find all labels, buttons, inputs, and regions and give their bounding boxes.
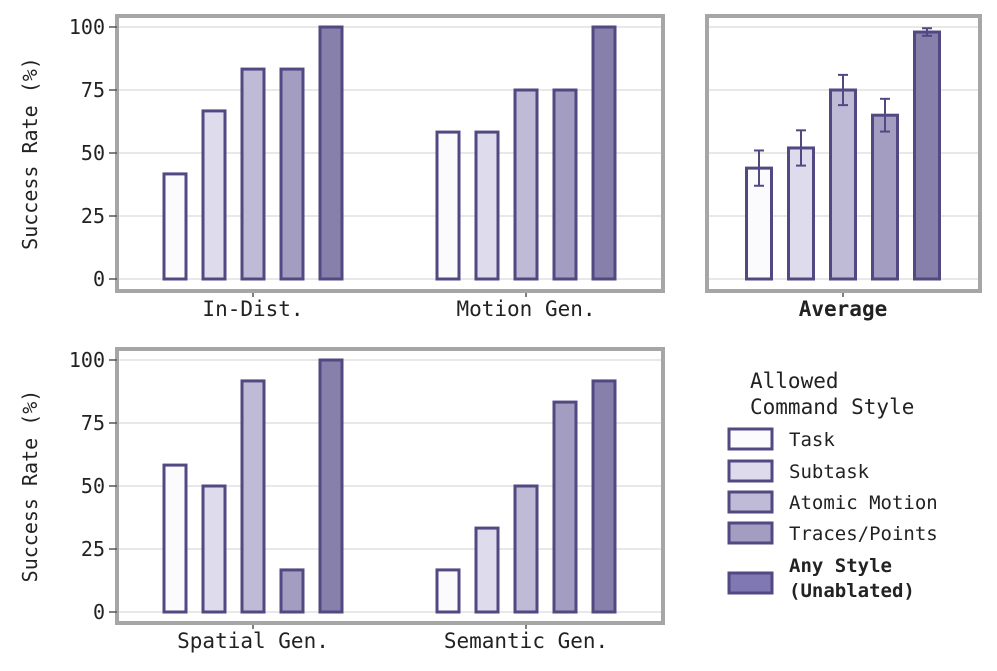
legend-swatch-any-style bbox=[727, 571, 774, 595]
bar-spatial-gen-task bbox=[162, 463, 188, 614]
ytick-label-top-left-25: 25 bbox=[81, 204, 105, 228]
legend-swatch-task bbox=[727, 427, 774, 451]
ytick-label-bottom-50: 50 bbox=[81, 474, 105, 498]
ytick-label-bottom-25: 25 bbox=[81, 537, 105, 561]
bar-motion-gen-task bbox=[435, 130, 461, 281]
y-axis-label-top-left: Success Rate (%) bbox=[18, 57, 42, 250]
bar-average-traces-points bbox=[871, 113, 899, 281]
bar-spatial-gen-traces-points bbox=[279, 568, 305, 614]
bar-in-dist-atomic-motion bbox=[240, 67, 266, 281]
y-axis-label-bottom: Success Rate (%) bbox=[18, 390, 42, 583]
panel-bottom: Spatial Gen. Semantic Gen. 0 25 50 75 100 Succe… bbox=[18, 347, 665, 653]
legend-title-line2: Command Style bbox=[750, 395, 914, 419]
legend-swatch-traces-points bbox=[727, 521, 774, 545]
xtick-label-semantic-gen: Semantic Gen. bbox=[444, 629, 608, 653]
bar-spatial-gen-subtask bbox=[201, 484, 227, 614]
bar-average-atomic-motion bbox=[829, 88, 857, 281]
legend-label-task: Task bbox=[789, 429, 835, 451]
legend-swatch-atomic-motion bbox=[727, 490, 774, 514]
panel-top-right: Average bbox=[705, 14, 982, 321]
legend-label-any-style-line1: Any Style bbox=[789, 555, 892, 577]
bar-motion-gen-any-style-unablated bbox=[591, 25, 617, 281]
bar-in-dist-traces-points bbox=[279, 67, 305, 281]
frame-top-right bbox=[705, 14, 982, 293]
bar-motion-gen-traces-points bbox=[552, 88, 578, 281]
xtick-label-motion-gen: Motion Gen. bbox=[456, 297, 595, 321]
ytick-label-bottom-0: 0 bbox=[93, 600, 105, 624]
legend-label-subtask: Subtask bbox=[789, 461, 870, 483]
legend-label-atomic-motion: Atomic Motion bbox=[789, 492, 938, 514]
bar-spatial-gen-atomic-motion bbox=[240, 379, 266, 614]
ytick-label-bottom-75: 75 bbox=[81, 411, 105, 435]
xtick-label-average: Average bbox=[799, 297, 888, 321]
legend-swatch-subtask bbox=[727, 459, 774, 483]
ytick-label-bottom-100: 100 bbox=[69, 348, 105, 372]
ytick-label-top-left-75: 75 bbox=[81, 78, 105, 102]
bar-semantic-gen-task bbox=[435, 568, 461, 614]
bar-semantic-gen-atomic-motion bbox=[513, 484, 539, 614]
bar-in-dist-task bbox=[162, 172, 188, 281]
bar-semantic-gen-traces-points bbox=[552, 400, 578, 614]
ytick-label-top-left-50: 50 bbox=[81, 141, 105, 165]
xtick-label-spatial-gen: Spatial Gen. bbox=[177, 629, 329, 653]
bar-semantic-gen-any-style-unablated bbox=[591, 379, 617, 614]
bar-average-any-style-unablated bbox=[913, 30, 941, 281]
bar-motion-gen-atomic-motion bbox=[513, 88, 539, 281]
panel-top-left: In-Dist. Motion Gen. 0 25 50 75 100 Success Rat… bbox=[18, 14, 665, 321]
bar-semantic-gen-subtask bbox=[474, 526, 500, 614]
xtick-label-in-dist: In-Dist. bbox=[202, 297, 303, 321]
bar-in-dist-subtask bbox=[201, 109, 227, 281]
bar-average-subtask bbox=[787, 146, 815, 281]
legend-title-line1: Allowed bbox=[750, 369, 839, 393]
legend-label-any-style-line2: (Unablated) bbox=[789, 580, 915, 602]
ytick-label-top-left-0: 0 bbox=[93, 267, 105, 291]
legend-label-traces-points: Traces/Points bbox=[789, 523, 938, 545]
bar-in-dist-any-style-unablated bbox=[318, 25, 344, 281]
bar-motion-gen-subtask bbox=[474, 130, 500, 281]
ytick-label-top-left-100: 100 bbox=[69, 15, 105, 39]
bar-spatial-gen-any-style-unablated bbox=[318, 358, 344, 614]
legend: Allowed Command Style Task Subtask Atomi… bbox=[727, 369, 938, 602]
